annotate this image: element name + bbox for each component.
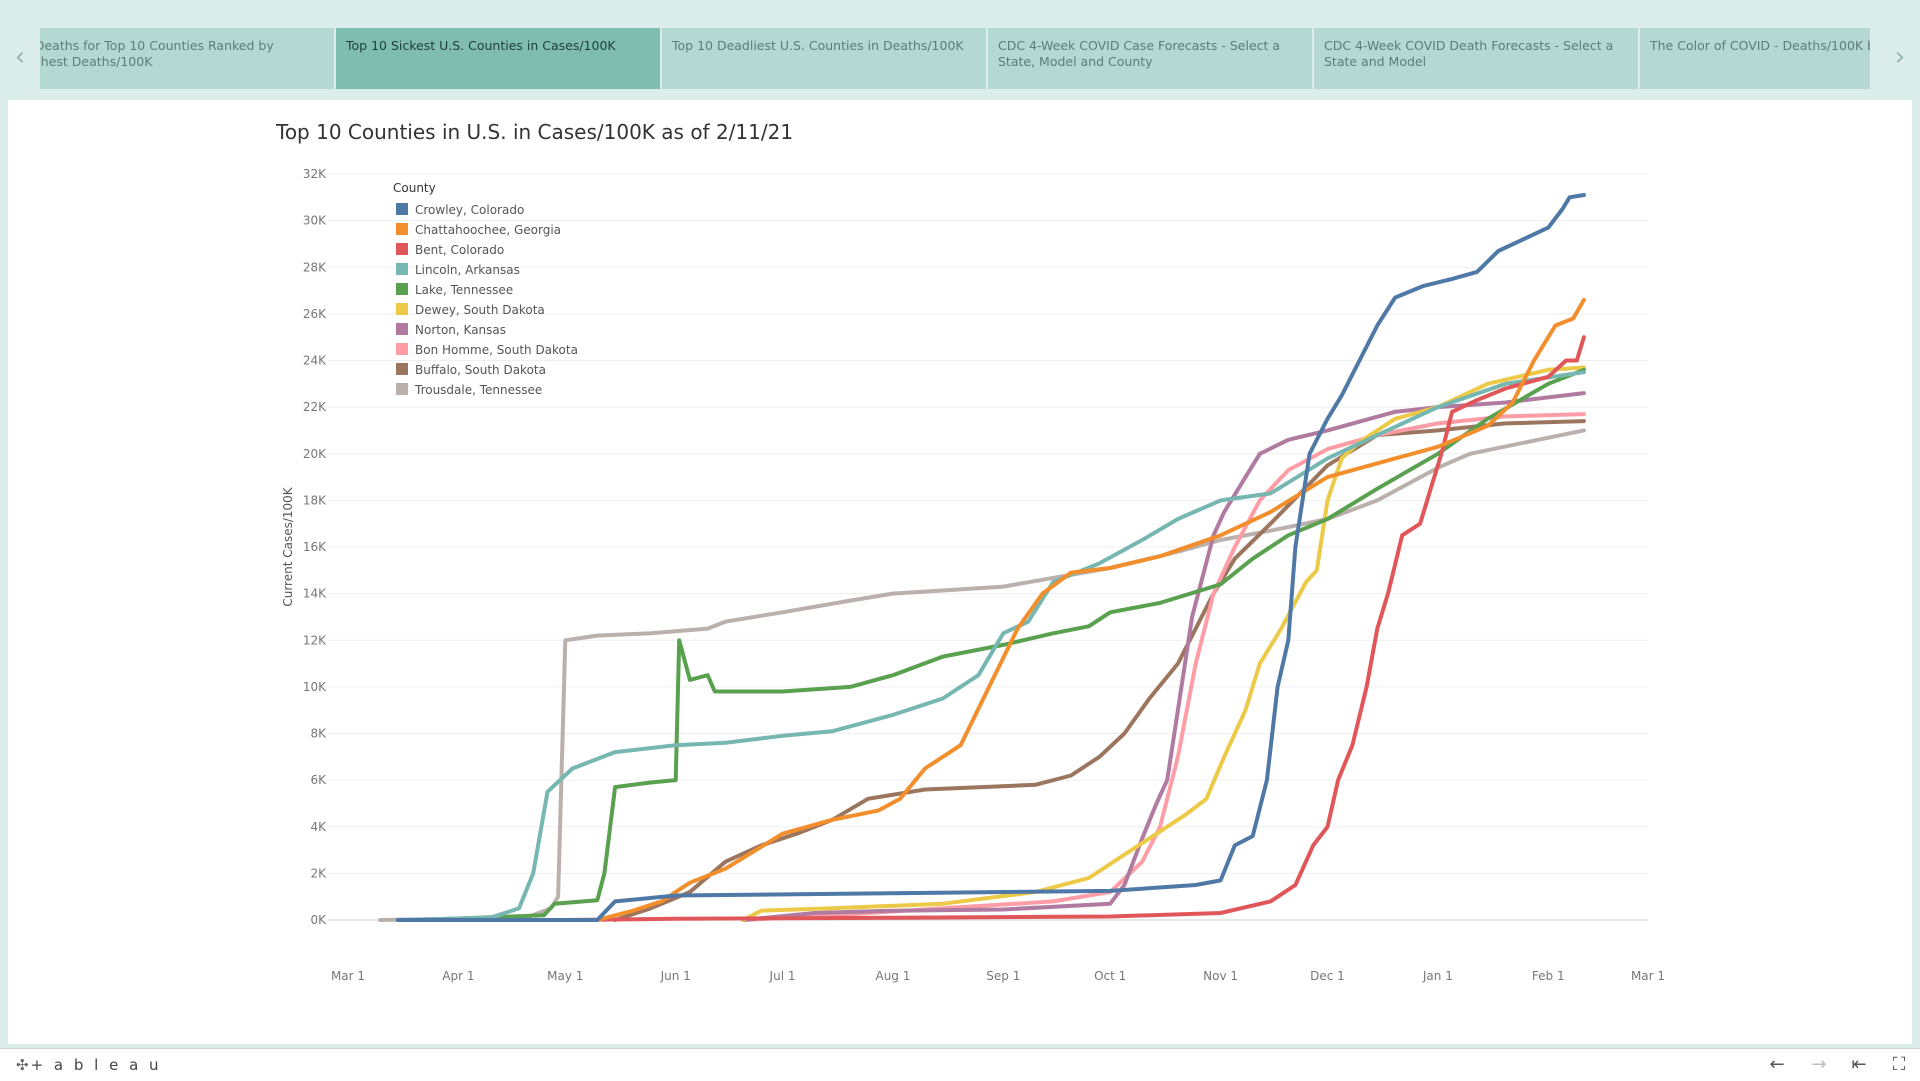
series-line (395, 193, 1586, 922)
y-tick-label: 0K (310, 913, 327, 927)
y-tick-label: 26K (303, 307, 327, 321)
series-line (741, 365, 1586, 922)
legend-swatch (396, 243, 408, 255)
x-tick-label: Jun 1 (660, 969, 691, 983)
y-tick-label: 30K (303, 214, 327, 228)
x-tick-label: Mar 1 (1631, 969, 1665, 983)
legend-swatch (396, 363, 408, 375)
y-tick-label: 10K (303, 680, 327, 694)
tableau-wordmark: + a b l e a u (30, 1056, 162, 1074)
legend-label: Lake, Tennessee (415, 283, 513, 297)
y-tick-label: 18K (303, 493, 327, 507)
chart-title: Top 10 Counties in U.S. in Cases/100K as… (276, 120, 794, 144)
y-tick-label: 24K (303, 354, 327, 368)
legend-swatch (396, 343, 408, 355)
series-line (741, 391, 1586, 922)
tableau-logo[interactable]: ✣ + a b l e a u (16, 1056, 162, 1074)
y-tick-label: 28K (303, 260, 327, 274)
legend-label: Norton, Kansas (415, 323, 506, 337)
x-tick-label: Mar 1 (331, 969, 365, 983)
legend-label: Chattahoochee, Georgia (415, 223, 561, 237)
line-chart[interactable]: 0K 2K 4K 6K 8K 10K 12K 14K 16K 18K 20K 22K 24K 26K 28K… (8, 100, 1912, 1044)
series-line (413, 367, 1586, 922)
legend-swatch (396, 283, 408, 295)
y-tick-label: 12K (303, 633, 327, 647)
tab-label: CDC 4-Week COVID Death Forecasts - Selec… (1324, 38, 1614, 69)
tableau-toolbar: ✣ + a b l e a u ← → ⇤ ⛶ (0, 1048, 1920, 1081)
legend-title: County (393, 181, 436, 195)
legend-label: Bon Homme, South Dakota (415, 343, 578, 357)
tab-color-of-covid[interactable]: The Color of COVID - Deaths/100K by Race (1640, 28, 1870, 89)
series-line (563, 335, 1586, 922)
y-tick-label: 20K (303, 447, 327, 461)
legend-swatch (396, 383, 408, 395)
tab-label: Top 10 Deadliest U.S. Counties in Deaths… (672, 38, 964, 53)
y-axis-label: Current Cases/100K (281, 486, 295, 606)
revert-icon[interactable]: ⇤ (1851, 1054, 1867, 1075)
fullscreen-icon[interactable]: ⛶ (1892, 1054, 1906, 1075)
x-tick-label: Apr 1 (442, 969, 474, 983)
legend-label: Bent, Colorado (415, 243, 504, 257)
series-line (378, 428, 1586, 922)
legend-swatch (396, 203, 408, 215)
x-tick-label: Dec 1 (1310, 969, 1345, 983)
tab-label: CDC 4-Week COVID Case Forecasts - Select… (998, 38, 1281, 69)
legend-swatch (396, 323, 408, 335)
redo-icon[interactable]: → (1811, 1054, 1827, 1075)
x-tick-label: Jul 1 (769, 969, 796, 983)
tab-death-forecasts[interactable]: CDC 4-Week COVID Death Forecasts - Selec… (1314, 28, 1638, 89)
y-tick-label: 2K (310, 866, 327, 880)
y-tick-label: 6K (310, 773, 327, 787)
x-tick-label: Feb 1 (1532, 969, 1565, 983)
x-tick-label: May 1 (547, 969, 583, 983)
y-tick-label: 14K (303, 587, 327, 601)
x-tick-label: Aug 1 (875, 969, 910, 983)
x-tick-label: Oct 1 (1094, 969, 1126, 983)
legend-label: Lincoln, Arkansas (415, 263, 520, 277)
legend-label: Dewey, South Dakota (415, 303, 545, 317)
tab-deadliest-counties[interactable]: Top 10 Deadliest U.S. Counties in Deaths… (662, 28, 986, 89)
legend-swatch (396, 263, 408, 275)
tab-label: ly Deaths for Top 10 Counties Ranked by … (40, 38, 274, 69)
tab-sickest-counties[interactable]: Top 10 Sickest U.S. Counties in Cases/10… (336, 28, 660, 89)
tab-label: The Color of COVID - Deaths/100K by Race (1650, 38, 1870, 53)
y-tick-label: 22K (303, 400, 327, 414)
legend-label: Crowley, Colorado (415, 203, 524, 217)
x-tick-label: Jan 1 (1422, 969, 1453, 983)
y-tick-label: 4K (310, 820, 327, 834)
y-tick-label: 8K (310, 727, 327, 741)
x-tick-label: Nov 1 (1203, 969, 1238, 983)
dashboard-panel: Top 10 Counties in U.S. in Cases/100K as… (8, 100, 1912, 1044)
legend-label: Trousdale, Tennessee (414, 383, 542, 397)
chevron-right-icon[interactable]: › (1894, 42, 1906, 72)
series-line (741, 412, 1586, 922)
x-tick-label: Sep 1 (986, 969, 1020, 983)
legend-label: Buffalo, South Dakota (415, 363, 546, 377)
tab-case-forecasts[interactable]: CDC 4-Week COVID Case Forecasts - Select… (988, 28, 1312, 89)
series-line (595, 297, 1586, 922)
legend-swatch (396, 223, 408, 235)
story-navigator: ‹ ly Deaths for Top 10 Counties Ranked b… (0, 0, 1920, 100)
legend-swatch (396, 303, 408, 315)
undo-icon[interactable]: ← (1769, 1054, 1785, 1075)
chevron-left-icon[interactable]: ‹ (14, 42, 26, 72)
story-tabs: ly Deaths for Top 10 Counties Ranked by … (40, 28, 1884, 89)
y-tick-label: 32K (303, 167, 327, 181)
tab-label: Top 10 Sickest U.S. Counties in Cases/10… (346, 38, 616, 53)
tab-daily-deaths[interactable]: ly Deaths for Top 10 Counties Ranked by … (40, 28, 334, 89)
y-tick-label: 16K (303, 540, 327, 554)
